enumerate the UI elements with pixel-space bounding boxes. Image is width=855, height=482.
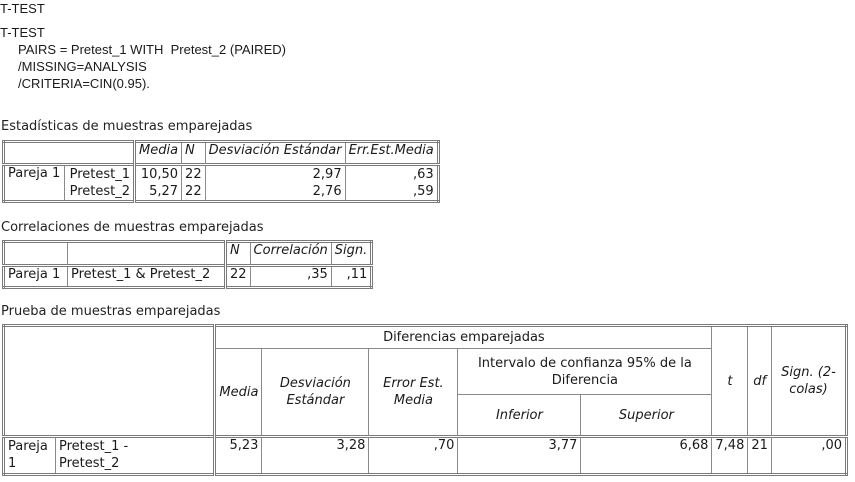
- n-values: 22 22: [181, 163, 206, 202]
- empty-header-cell: [67, 241, 227, 266]
- row-group-label: Pareja 1: [3, 435, 56, 475]
- value-cell: 22: [185, 184, 202, 199]
- col-header-inferior: Inferior: [457, 394, 582, 437]
- value-cell-media: 5,23: [214, 435, 263, 475]
- group-header-differences: Diferencias emparejadas: [214, 325, 713, 349]
- paired-statistics-table: Media N Desviación Estándar Err.Est.Medi…: [2, 140, 440, 203]
- value-cell-sd: 3,28: [261, 435, 370, 475]
- col-header-media: Media: [214, 348, 263, 437]
- paired-test-table: Diferencias emparejadas t df Sign. (2- co…: [2, 324, 848, 476]
- row-var-labels: Pretest_1 Pretest_2: [64, 163, 136, 202]
- group-header-ci: Intervalo de confianza 95% de la Diferenc…: [457, 348, 713, 395]
- value-cell-superior: 6,68: [580, 435, 713, 475]
- value-cell: 2,76: [312, 184, 342, 199]
- media-values: 10,50 5,27: [133, 163, 183, 202]
- output-heading: T-TEST: [0, 1, 45, 16]
- row-group-label: Pareja 1: [2, 163, 65, 202]
- table-caption-statistics: Estadísticas de muestras emparejadas: [1, 119, 253, 134]
- col-header-sign: Sign.: [330, 241, 373, 266]
- syntax-line: /MISSING=ANALYSIS: [0, 59, 147, 74]
- value-cell: ,63: [413, 167, 434, 182]
- se-values: ,63 ,59: [344, 163, 439, 202]
- value-cell-inferior: 3,77: [457, 435, 582, 475]
- value-cell-correlation: ,35: [249, 264, 332, 288]
- empty-header-cell: [2, 325, 217, 437]
- table-caption-test: Prueba de muestras emparejadas: [1, 304, 221, 319]
- value-cell-sign: ,11: [330, 264, 373, 288]
- empty-header-cell: [3, 241, 68, 266]
- value-cell-n: 22: [225, 264, 251, 288]
- col-header-sd: Desviación Estándar: [261, 348, 370, 437]
- col-header-superior: Superior: [580, 394, 713, 437]
- col-header-n: N: [181, 141, 206, 165]
- syntax-line: /CRITERIA=CIN(0.95).: [0, 76, 150, 91]
- value-cell-se: ,70: [368, 435, 459, 475]
- value-cell: 5,27: [149, 184, 179, 199]
- value-cell: 10,50: [140, 167, 179, 182]
- col-header-correlation: Correlación: [249, 241, 332, 266]
- col-header-se: Error Est. Media: [368, 348, 459, 437]
- value-cell-df: 21: [747, 435, 772, 475]
- col-header-se: Err.Est.Media: [344, 141, 439, 165]
- col-header-n: N: [225, 241, 251, 266]
- value-cell-sign: ,00: [770, 435, 848, 475]
- row-group-label: Pareja 1: [3, 264, 68, 288]
- row-pair-label: Pretest_1 & Pretest_2: [67, 264, 227, 288]
- paired-correlations-table: N Correlación Sign. Pareja 1 Pretest_1 &…: [2, 240, 374, 289]
- row-pair-label: Pretest_1 - Pretest_2: [54, 435, 217, 475]
- value-cell: ,59: [413, 184, 434, 199]
- var-label: Pretest_2: [69, 184, 130, 199]
- syntax-line: PAIRS = Pretest_1 WITH Pretest_2 (PAIRED…: [0, 42, 286, 57]
- value-cell: 22: [185, 167, 202, 182]
- sd-values: 2,97 2,76: [204, 163, 346, 202]
- var-label: Pretest_1: [69, 167, 130, 182]
- syntax-line: T-TEST: [0, 25, 45, 40]
- col-header-sign: Sign. (2- colas): [770, 325, 848, 437]
- table-caption-correlations: Correlaciones de muestras emparejadas: [1, 220, 264, 235]
- col-header-media: Media: [133, 141, 183, 165]
- empty-header-cell: [3, 141, 136, 165]
- col-header-t: t: [711, 325, 749, 437]
- col-header-df: df: [747, 325, 772, 437]
- value-cell-t: 7,48: [711, 435, 749, 475]
- value-cell: 2,97: [312, 167, 342, 182]
- col-header-sd: Desviación Estándar: [204, 141, 346, 165]
